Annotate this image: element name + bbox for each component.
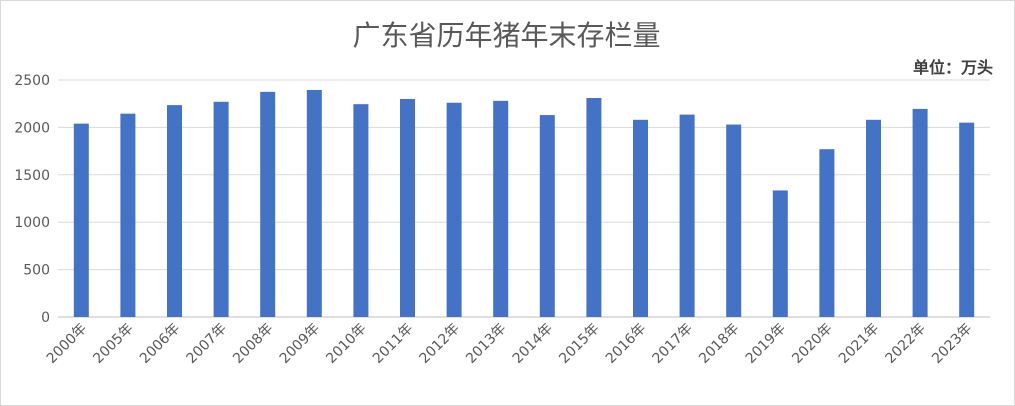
bar bbox=[819, 149, 835, 317]
x-tick-label: 2005年 bbox=[90, 321, 136, 367]
y-tick-label: 2500 bbox=[14, 73, 50, 89]
bar bbox=[306, 89, 322, 317]
y-tick-label: 1000 bbox=[14, 215, 50, 231]
x-tick-label: 2020年 bbox=[789, 321, 835, 367]
x-tick-label: 2010年 bbox=[323, 321, 369, 367]
x-tick-label: 2011年 bbox=[370, 321, 416, 367]
x-tick-label: 2009年 bbox=[277, 321, 323, 367]
x-tick-label: 2016年 bbox=[603, 321, 649, 367]
bar bbox=[400, 98, 415, 318]
bar bbox=[726, 124, 742, 317]
y-tick-label: 2000 bbox=[14, 120, 50, 136]
bar bbox=[866, 119, 881, 317]
x-tick-label: 2019年 bbox=[743, 321, 789, 367]
x-tick-label: 2022年 bbox=[883, 321, 929, 367]
y-tick-label: 1500 bbox=[14, 168, 50, 184]
unit-label: 单位：万头 bbox=[912, 58, 993, 77]
bar bbox=[912, 108, 928, 317]
bar bbox=[260, 91, 276, 317]
bar bbox=[539, 115, 555, 318]
y-tick-label: 500 bbox=[23, 263, 50, 279]
y-tick-label: 0 bbox=[41, 310, 50, 326]
x-tick-label: 2014年 bbox=[510, 321, 556, 367]
x-tick-label: 2008年 bbox=[230, 321, 276, 367]
bar bbox=[73, 123, 89, 317]
bar bbox=[353, 104, 369, 317]
x-tick-label: 2017年 bbox=[650, 321, 696, 367]
x-axis-ticks: 2000年 2005年 2006年 2007年 2008年 2009年 2010年 2011年… bbox=[44, 321, 976, 367]
bar bbox=[772, 190, 788, 317]
x-tick-label: 2007年 bbox=[184, 321, 230, 367]
bar bbox=[679, 114, 695, 318]
bar bbox=[446, 102, 462, 317]
x-tick-label: 2012年 bbox=[417, 321, 463, 367]
bar bbox=[167, 105, 182, 317]
chart-title: 广东省历年猪年末存栏量 bbox=[352, 19, 661, 52]
y-axis-ticks: 0 500 1000 1500 2000 2500 bbox=[14, 73, 50, 326]
gridlines bbox=[58, 79, 990, 318]
bar bbox=[120, 113, 136, 318]
x-tick-label: 2018年 bbox=[696, 321, 742, 367]
x-tick-label: 2015年 bbox=[556, 321, 602, 367]
bar bbox=[213, 101, 229, 317]
x-tick-label: 2023年 bbox=[929, 321, 975, 367]
bar bbox=[493, 100, 509, 317]
bar bbox=[586, 98, 602, 318]
x-tick-label: 2006年 bbox=[137, 321, 183, 367]
bar bbox=[959, 122, 975, 317]
x-tick-label: 2013年 bbox=[463, 321, 509, 367]
x-tick-label: 2021年 bbox=[836, 321, 882, 367]
bar bbox=[633, 119, 648, 317]
bars bbox=[73, 89, 975, 318]
x-tick-label: 2000年 bbox=[44, 321, 90, 367]
